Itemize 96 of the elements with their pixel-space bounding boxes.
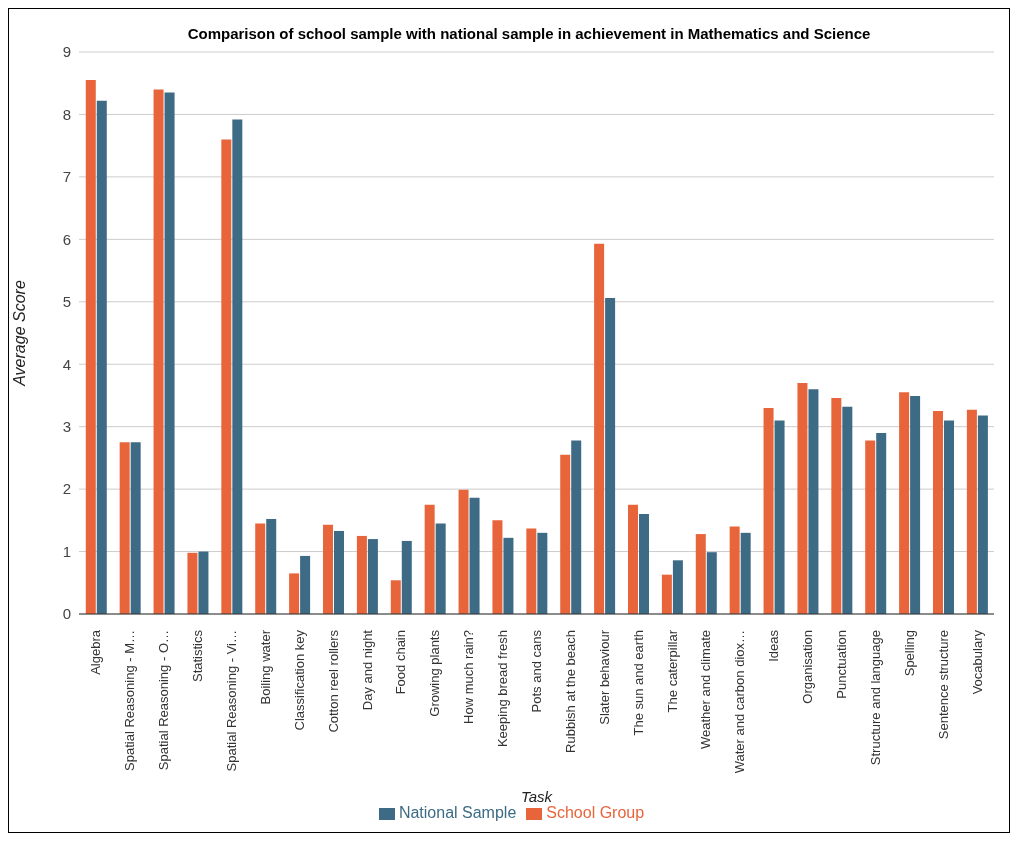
- bar: [390, 580, 401, 614]
- bar: [808, 389, 819, 614]
- bar: [367, 539, 378, 614]
- bar: [865, 440, 876, 614]
- y-tick-label: 8: [62, 105, 71, 123]
- bar: [977, 415, 988, 614]
- bar: [153, 89, 164, 614]
- bar: [842, 406, 853, 614]
- bar: [933, 411, 943, 614]
- bar: [797, 382, 808, 614]
- bar: [85, 80, 96, 614]
- x-tick-label: Pots and cans: [529, 629, 544, 713]
- x-tick-label: Cotton reel rollers: [325, 629, 341, 733]
- bar: [944, 420, 954, 614]
- bar: [221, 139, 232, 614]
- bar: [910, 396, 921, 614]
- bar: [503, 537, 514, 614]
- x-tick-label: Classification key: [291, 629, 307, 731]
- x-tick-label: Vocabulary: [969, 629, 985, 695]
- y-tick-label: 9: [62, 43, 71, 61]
- x-tick-label: Algebra: [88, 629, 104, 675]
- bar: [232, 119, 243, 614]
- y-tick-label: 4: [62, 355, 71, 373]
- x-tick-label: Punctuation: [834, 630, 849, 699]
- bar: [300, 555, 311, 614]
- bar: [661, 574, 672, 614]
- legend-label: School Group: [546, 804, 645, 821]
- x-tick-label: Spelling: [901, 630, 917, 677]
- bar: [198, 551, 209, 614]
- y-tick-label: 5: [62, 293, 71, 311]
- y-tick-label: 2: [62, 480, 71, 498]
- y-tick-label: 6: [62, 230, 71, 248]
- x-tick-label: Statistics: [190, 629, 206, 683]
- x-tick-label: Sentence structure: [935, 630, 951, 740]
- x-tick-label: Spatial Reasoning - Vi…: [224, 630, 239, 772]
- bar: [639, 514, 649, 614]
- x-tick-label: Keeping bread fresh: [495, 630, 511, 748]
- bar: [526, 528, 537, 614]
- x-tick-label: Water and carbon diox…: [732, 630, 748, 774]
- bar: [356, 535, 367, 614]
- bar: [695, 534, 706, 614]
- bar: [763, 407, 774, 614]
- bar: [401, 540, 412, 614]
- bar: [334, 530, 344, 614]
- bar: [706, 552, 717, 614]
- bar: [876, 432, 887, 614]
- x-axis-title: Task: [520, 788, 554, 805]
- x-tick-label: Weather and climate: [698, 630, 714, 749]
- x-tick-label: Boiling water: [257, 629, 273, 705]
- bar: [560, 454, 571, 614]
- y-tick-label: 1: [62, 542, 71, 560]
- bar: [255, 523, 266, 614]
- bar: [628, 504, 638, 614]
- bar: [130, 442, 141, 614]
- y-tick-label: 3: [62, 417, 71, 435]
- bar: [537, 532, 548, 614]
- bar: [289, 573, 300, 614]
- x-tick-label: Structure and language: [867, 630, 883, 766]
- bar: [594, 243, 605, 614]
- bar: [740, 532, 751, 614]
- x-tick-label: Slater behaviour: [596, 629, 612, 725]
- bar: [96, 100, 107, 614]
- bar: [469, 497, 480, 614]
- x-tick-label: Growing plants: [427, 629, 443, 717]
- bar: [831, 397, 842, 614]
- bar: [119, 442, 130, 614]
- bar: [605, 298, 616, 614]
- y-tick-label: 0: [62, 605, 71, 623]
- bar: [774, 420, 785, 614]
- x-tick-label: How much rain?: [461, 630, 477, 724]
- x-tick-label: The caterpillar: [664, 629, 680, 713]
- bar: [571, 440, 582, 614]
- x-tick-label: Day and night: [359, 629, 375, 711]
- bar: [899, 392, 910, 614]
- legend-label: National Sample: [398, 804, 517, 821]
- x-tick-label: Spatial Reasoning - O…: [156, 630, 172, 771]
- bar: [323, 524, 333, 614]
- bar: [266, 519, 277, 614]
- x-tick-label: Rubbish at the beach: [562, 630, 578, 753]
- x-tick-label: Food chain: [393, 630, 409, 695]
- bar: [187, 552, 198, 614]
- y-tick-label: 7: [62, 168, 71, 186]
- bar: [164, 92, 175, 614]
- bar: [729, 526, 740, 614]
- bar: [492, 520, 503, 614]
- y-axis-title: Average Score: [10, 280, 28, 387]
- bar: [672, 560, 683, 614]
- bar: [435, 523, 446, 614]
- x-tick-label: Spatial Reasoning - M…: [122, 630, 138, 771]
- x-tick-label: Ideas: [766, 629, 782, 662]
- bar: [424, 504, 435, 614]
- bar: [458, 489, 469, 614]
- x-tick-label: Organisation: [800, 630, 816, 704]
- x-tick-label: The sun and earth: [630, 630, 646, 736]
- bar: [966, 409, 977, 614]
- chart-title: Comparison of school sample with national sample in achievement in Mathematics and Science: [186, 24, 872, 42]
